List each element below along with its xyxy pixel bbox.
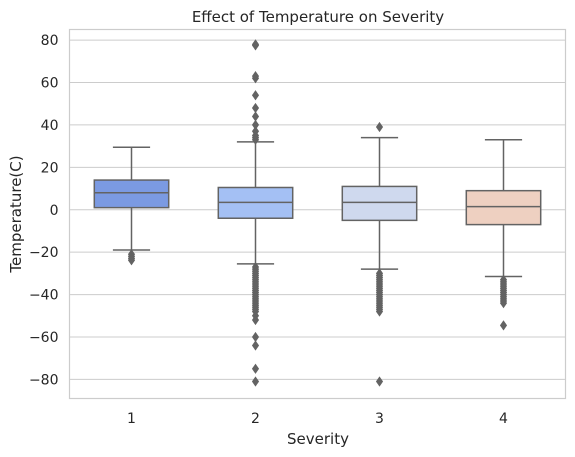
- y-tick-label: −20: [29, 245, 59, 261]
- box-series-4: [465, 139, 542, 331]
- outlier-point: [251, 90, 260, 101]
- outlier-point: [251, 363, 260, 374]
- outlier-point: [499, 297, 508, 309]
- y-tick-label: 0: [50, 203, 59, 219]
- outlier-point: [251, 39, 260, 50]
- outlier-point: [251, 102, 260, 114]
- y-tick-label: −60: [29, 330, 59, 346]
- box-series-2: [217, 39, 294, 387]
- chart-title: Effect of Temperature on Severity: [192, 8, 444, 26]
- outlier-point: [375, 121, 384, 133]
- plot-frame: [68, 28, 567, 400]
- y-tick-label: −40: [29, 288, 59, 304]
- outlier-point: [251, 111, 260, 122]
- outlier-point: [127, 255, 136, 266]
- grid-layer: [69, 39, 566, 380]
- outlier-point: [375, 376, 384, 387]
- x-tick-label: 3: [375, 411, 384, 427]
- box-series-3: [341, 121, 418, 387]
- y-tick-label: 60: [41, 76, 59, 92]
- outlier-point: [251, 126, 260, 137]
- outlier-point: [251, 340, 260, 351]
- box-body: [93, 179, 170, 209]
- outlier-point: [251, 71, 260, 82]
- x-tick-label: 2: [251, 411, 260, 427]
- outlier-point: [251, 119, 260, 131]
- tick-layer: 80 60 40 20 0 −20 −40 −60 −80 1 2 3 4: [29, 33, 508, 427]
- outlier-point: [251, 376, 260, 387]
- box-layer: [93, 39, 542, 387]
- box-body: [341, 185, 418, 222]
- y-tick-label: 40: [41, 118, 59, 134]
- outlier-point: [251, 314, 260, 326]
- outlier-point: [375, 306, 384, 317]
- x-tick-label: 4: [499, 411, 508, 427]
- y-tick-label: 80: [41, 33, 59, 49]
- x-tick-label: 1: [127, 411, 136, 427]
- box-series-1: [93, 146, 170, 266]
- y-axis-label: Temperature(C): [7, 155, 25, 273]
- x-axis-label: Severity: [287, 430, 349, 448]
- outlier-point: [499, 320, 508, 331]
- y-tick-label: −80: [29, 372, 59, 388]
- y-tick-label: 20: [41, 160, 59, 176]
- box-body: [465, 189, 542, 226]
